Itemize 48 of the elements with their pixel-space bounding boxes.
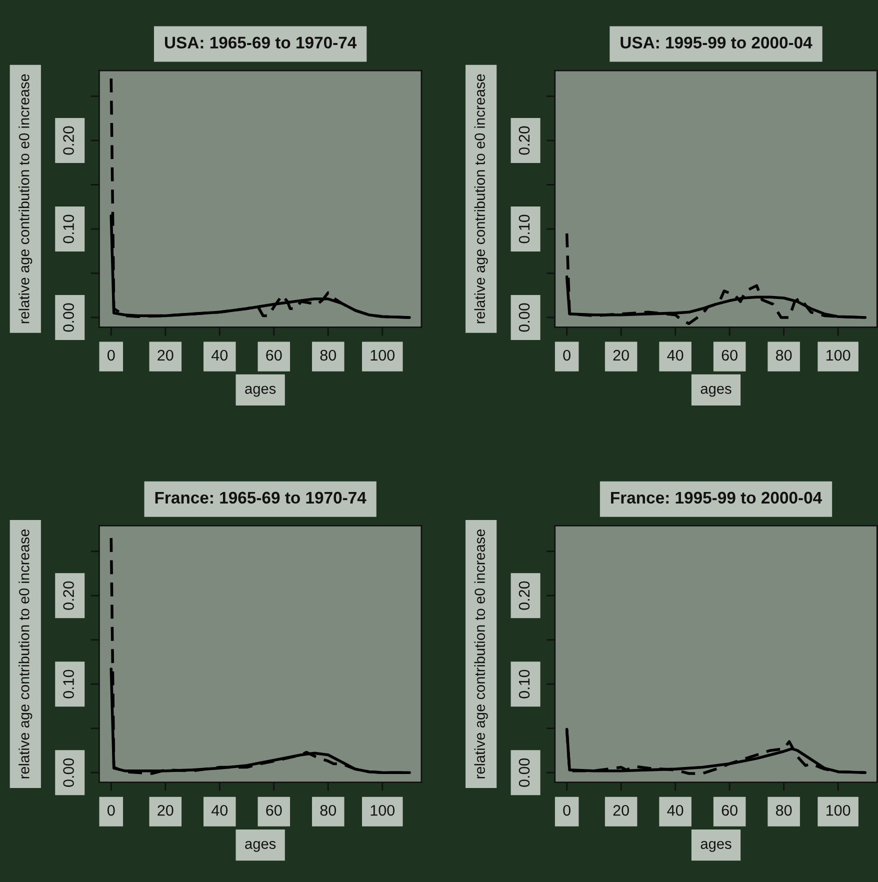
y-tick-label: 0.20 <box>518 126 530 155</box>
x-tick-label: 80 <box>776 804 792 816</box>
chart-title: France: 1965-69 to 1970-74 <box>155 492 366 504</box>
x-tick-label: 40 <box>211 350 228 361</box>
x-tick-label: 40 <box>667 350 684 361</box>
chart-title: USA: 1965-69 to 1970-74 <box>164 36 357 48</box>
x-tick-label: 0 <box>107 804 115 816</box>
x-tick-label: 60 <box>266 350 282 361</box>
y-tick-label: 0.10 <box>63 670 74 698</box>
x-tick-label: 40 <box>667 804 684 816</box>
x-tick-label: 20 <box>158 350 174 361</box>
y-tick-label: 0.00 <box>63 758 74 787</box>
x-tick-label: 60 <box>722 350 738 361</box>
y-tick-label: 0.10 <box>518 670 530 698</box>
x-tick-label: 20 <box>613 804 629 816</box>
x-tick-label: 100 <box>826 804 850 816</box>
x-tick-label: 60 <box>266 804 282 816</box>
y-tick-label: 0.00 <box>63 303 74 332</box>
x-axis-title: ages <box>700 840 732 852</box>
x-axis-title: ages <box>700 386 732 397</box>
x-tick-label: 0 <box>563 350 570 361</box>
y-tick-label: 0.20 <box>518 581 530 610</box>
x-tick-label: 0 <box>107 350 115 361</box>
y-tick-label: 0.00 <box>518 758 530 787</box>
x-tick-label: 20 <box>158 804 174 816</box>
x-tick-label: 20 <box>613 350 629 361</box>
chart-title: France: 1995-99 to 2000-04 <box>611 492 822 504</box>
y-tick-label: 0.10 <box>518 214 530 244</box>
x-tick-label: 60 <box>722 804 738 816</box>
x-tick-label: 100 <box>370 804 395 816</box>
y-tick-label: 0.20 <box>63 126 74 155</box>
y-axis-title: relative age contribution to e0 increase <box>18 529 32 778</box>
x-tick-label: 40 <box>211 804 228 816</box>
x-tick-label: 0 <box>563 804 570 816</box>
x-tick-label: 80 <box>776 350 792 361</box>
y-tick-label: 0.00 <box>518 303 530 332</box>
y-axis-title: relative age contribution to e0 increase <box>474 74 488 324</box>
x-axis-title: ages <box>245 386 276 397</box>
x-tick-label: 80 <box>320 804 336 816</box>
chart-title: USA: 1995-99 to 2000-04 <box>620 36 812 48</box>
y-tick-label: 0.20 <box>63 581 74 610</box>
x-tick-label: 100 <box>370 350 395 361</box>
y-tick-label: 0.10 <box>63 214 74 244</box>
x-tick-label: 100 <box>826 350 850 361</box>
x-tick-label: 80 <box>320 350 336 361</box>
y-axis-title: relative age contribution to e0 increase <box>18 74 32 324</box>
x-axis-title: ages <box>245 840 276 852</box>
y-axis-title: relative age contribution to e0 increase <box>474 529 488 778</box>
